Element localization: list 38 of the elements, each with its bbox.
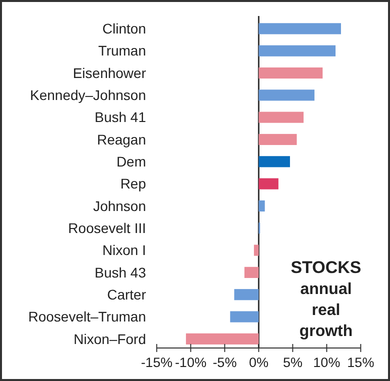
x-tick-label: 10% [313,355,340,370]
y-tick-label: Eisenhower [72,64,146,81]
y-tick-label: Reagan [96,131,146,148]
x-tick-label: 0% [248,355,268,370]
bar [230,311,259,322]
x-tick-label: -5% [212,355,237,370]
y-tick-label: Kennedy–Johnson [30,87,146,104]
x-tick-label: -10% [174,355,206,370]
y-tick-label: Johnson [93,198,146,214]
bar [258,90,314,101]
y-tick-label: Roosevelt III [68,220,146,236]
bar [258,134,297,146]
bar [244,266,259,278]
y-tick-label: Bush 43 [94,264,146,280]
annotation: STOCKS [290,258,362,277]
bar [258,45,336,56]
bar [258,178,278,190]
bar [258,67,323,79]
y-tick-label: Truman [98,42,146,59]
annotation: annual real growth [299,281,353,340]
y-tick-label: Carter [107,286,146,302]
bar [258,23,341,34]
x-tick-label: 5% [282,355,302,370]
bar [258,156,290,168]
y-tick-label: Nixon–Ford [74,330,146,347]
bar [234,289,259,300]
y-tick-label: Bush 41 [94,109,146,126]
y-tick-label: Dem [116,154,146,170]
x-tick-label: -15% [140,355,172,370]
bar [258,112,304,123]
bar [186,333,259,344]
y-tick-label: Nixon I [102,242,146,258]
x-tick-label: 15% [347,355,374,370]
bar [258,200,265,212]
y-tick-label: Roosevelt–Truman [28,308,146,325]
y-tick-label: Rep [120,176,146,192]
y-tick-label: Clinton [102,20,146,37]
bar [254,244,259,256]
